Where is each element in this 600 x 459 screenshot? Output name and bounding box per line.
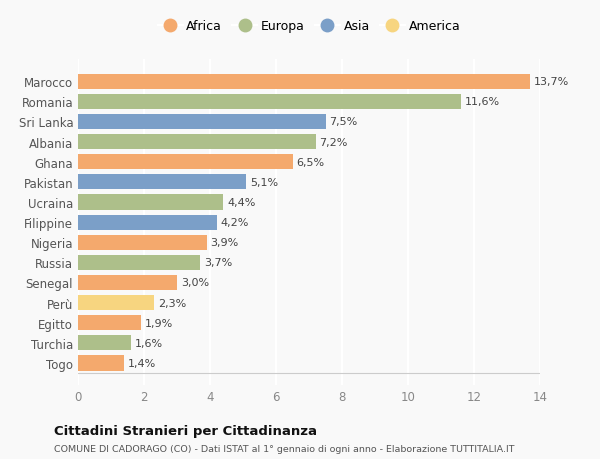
Bar xyxy=(78,195,223,210)
Text: 3,7%: 3,7% xyxy=(204,258,232,268)
Bar xyxy=(78,255,200,270)
Text: 1,4%: 1,4% xyxy=(128,358,157,368)
Bar xyxy=(78,74,530,90)
Bar xyxy=(78,235,206,250)
Text: 5,1%: 5,1% xyxy=(250,178,278,187)
Text: 7,2%: 7,2% xyxy=(320,137,348,147)
Bar xyxy=(78,95,461,110)
Bar xyxy=(78,275,177,291)
Text: 13,7%: 13,7% xyxy=(534,77,569,87)
Bar xyxy=(78,175,246,190)
Text: 7,5%: 7,5% xyxy=(329,117,358,127)
Text: 6,5%: 6,5% xyxy=(296,157,325,168)
Bar xyxy=(78,135,316,150)
Text: 1,6%: 1,6% xyxy=(135,338,163,348)
Bar xyxy=(78,315,140,330)
Bar xyxy=(78,155,293,170)
Text: 3,0%: 3,0% xyxy=(181,278,209,288)
Text: COMUNE DI CADORAGO (CO) - Dati ISTAT al 1° gennaio di ogni anno - Elaborazione T: COMUNE DI CADORAGO (CO) - Dati ISTAT al … xyxy=(54,444,515,453)
Text: 4,4%: 4,4% xyxy=(227,197,256,207)
Legend: Africa, Europa, Asia, America: Africa, Europa, Asia, America xyxy=(158,20,460,33)
Text: 11,6%: 11,6% xyxy=(465,97,500,107)
Bar xyxy=(78,215,217,230)
Text: 1,9%: 1,9% xyxy=(145,318,173,328)
Bar xyxy=(78,336,131,351)
Text: 4,2%: 4,2% xyxy=(221,218,249,228)
Text: 3,9%: 3,9% xyxy=(211,238,239,248)
Bar xyxy=(78,296,154,310)
Text: 2,3%: 2,3% xyxy=(158,298,186,308)
Bar xyxy=(78,356,124,371)
Bar xyxy=(78,115,325,130)
Text: Cittadini Stranieri per Cittadinanza: Cittadini Stranieri per Cittadinanza xyxy=(54,425,317,437)
